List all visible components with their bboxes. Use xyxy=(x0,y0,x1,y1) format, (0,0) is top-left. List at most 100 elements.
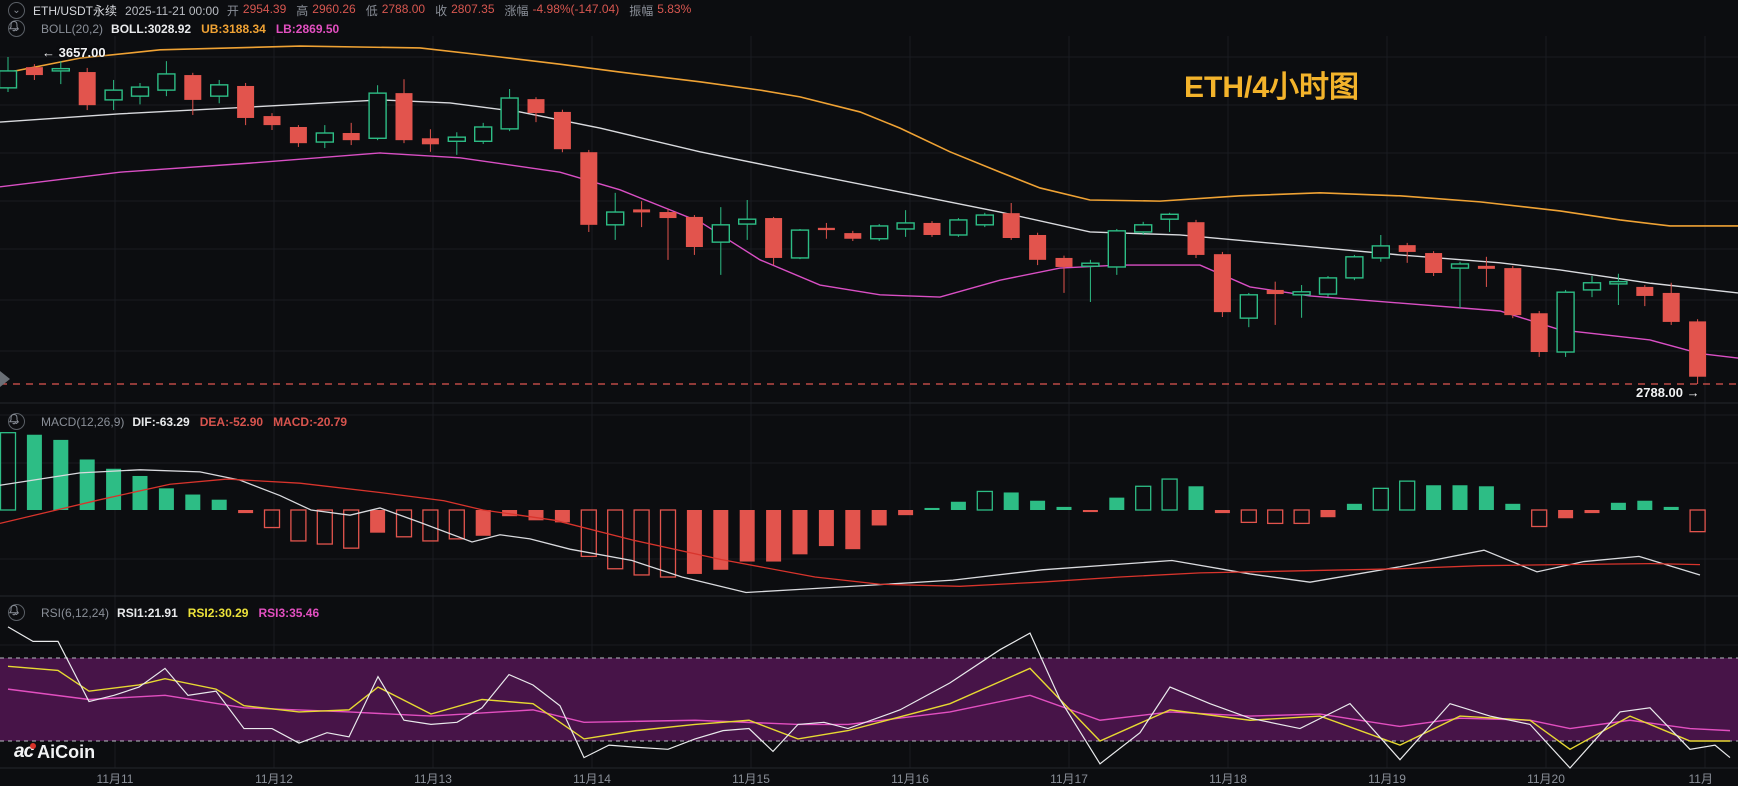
candle[interactable] xyxy=(817,222,835,239)
macd-histogram-bar[interactable] xyxy=(422,509,439,542)
candle[interactable] xyxy=(237,82,255,126)
candle[interactable] xyxy=(51,61,70,85)
candle[interactable] xyxy=(78,67,96,111)
macd-histogram-bar[interactable] xyxy=(53,439,69,510)
macd-histogram-bar[interactable] xyxy=(950,501,966,510)
macd-histogram-bar[interactable] xyxy=(1267,509,1284,525)
candle[interactable] xyxy=(1002,203,1020,240)
candle[interactable] xyxy=(606,192,625,240)
candle[interactable] xyxy=(130,82,150,105)
macd-histogram-bar[interactable] xyxy=(1320,510,1336,518)
macd-histogram-bar[interactable] xyxy=(1478,486,1494,510)
candle[interactable] xyxy=(870,224,889,242)
macd-histogram-bar[interactable] xyxy=(898,510,914,516)
macd-histogram-bar[interactable] xyxy=(1135,485,1152,511)
candle[interactable] xyxy=(1582,276,1602,298)
macd-histogram-bar[interactable] xyxy=(1240,509,1257,524)
macd-histogram-bar[interactable] xyxy=(1663,506,1679,510)
macd-histogram-bar[interactable] xyxy=(1082,510,1098,513)
candle[interactable] xyxy=(527,97,545,123)
candle[interactable] xyxy=(157,61,176,97)
collapse-chevron-icon[interactable]: ⌄ xyxy=(8,604,25,621)
macd-histogram-bar[interactable] xyxy=(607,509,624,570)
candle[interactable] xyxy=(1213,251,1231,318)
candle[interactable] xyxy=(1160,212,1179,232)
macd-histogram-bar[interactable] xyxy=(871,510,887,526)
macd-histogram-bar[interactable] xyxy=(766,510,782,562)
macd-histogram-bar[interactable] xyxy=(158,488,174,510)
candle[interactable] xyxy=(1029,232,1047,266)
candle[interactable] xyxy=(289,125,307,147)
candle[interactable] xyxy=(421,129,439,152)
macd-histogram-bar[interactable] xyxy=(792,510,808,555)
macd-histogram-bar[interactable] xyxy=(1293,509,1310,525)
macd-histogram-bar[interactable] xyxy=(976,490,993,511)
candle[interactable] xyxy=(685,215,703,255)
candle[interactable] xyxy=(1266,281,1284,325)
candle[interactable] xyxy=(184,72,202,115)
candle[interactable] xyxy=(1662,282,1680,325)
macd-histogram-bar[interactable] xyxy=(1426,485,1442,510)
candle[interactable] xyxy=(844,230,862,242)
macd-histogram-bar[interactable] xyxy=(1505,503,1521,510)
boll-name[interactable]: BOLL(20,2) xyxy=(41,21,104,36)
candle[interactable] xyxy=(1055,255,1073,293)
candle[interactable] xyxy=(1530,310,1548,357)
macd-histogram-bar[interactable] xyxy=(739,510,755,562)
macd-histogram-bar[interactable] xyxy=(1584,510,1600,514)
macd-histogram-bar[interactable] xyxy=(818,510,834,547)
macd-histogram-bar[interactable] xyxy=(185,494,201,510)
macd-histogram-bar[interactable] xyxy=(263,509,281,529)
collapse-chevron-icon[interactable]: ⌄ xyxy=(8,413,25,430)
symbol-label[interactable]: ETH/USDT永续 xyxy=(33,4,118,18)
macd-histogram-bar[interactable] xyxy=(1056,506,1072,510)
candle[interactable] xyxy=(580,149,598,232)
macd-histogram-bar[interactable] xyxy=(0,432,17,511)
candle[interactable] xyxy=(1425,251,1443,277)
candle[interactable] xyxy=(949,218,968,237)
candle[interactable] xyxy=(104,79,123,111)
macd-histogram-bar[interactable] xyxy=(132,475,148,510)
candle[interactable] xyxy=(1133,221,1153,235)
macd-histogram-bar[interactable] xyxy=(1161,478,1178,511)
candle[interactable] xyxy=(923,221,941,237)
candle[interactable] xyxy=(474,122,493,144)
rsi-name[interactable]: RSI(6,12,24) xyxy=(41,605,110,620)
candle[interactable] xyxy=(1504,265,1522,319)
candle[interactable] xyxy=(975,212,994,228)
macd-histogram-bar[interactable] xyxy=(554,510,570,523)
candle[interactable] xyxy=(1556,289,1575,357)
macd-histogram-bar[interactable] xyxy=(211,499,227,510)
candle[interactable] xyxy=(500,88,519,132)
macd-histogram-bar[interactable] xyxy=(713,510,729,570)
pane-resize-handle[interactable] xyxy=(0,371,10,387)
candle[interactable] xyxy=(1318,276,1338,297)
macd-histogram-bar[interactable] xyxy=(633,509,650,576)
candle[interactable] xyxy=(209,79,229,104)
candle[interactable] xyxy=(790,228,810,260)
candle[interactable] xyxy=(659,209,677,260)
candle[interactable] xyxy=(1187,219,1205,258)
macd-histogram-bar[interactable] xyxy=(1372,487,1389,511)
candle[interactable] xyxy=(1689,319,1707,384)
macd-histogram-bar[interactable] xyxy=(1452,485,1468,510)
macd-histogram-bar[interactable] xyxy=(502,510,518,517)
macd-histogram-bar[interactable] xyxy=(475,510,491,536)
macd-histogram-bar[interactable] xyxy=(845,510,861,550)
candle[interactable] xyxy=(1398,242,1416,263)
macd-histogram-bar[interactable] xyxy=(1214,510,1230,514)
candle[interactable] xyxy=(1239,292,1259,328)
candle[interactable] xyxy=(447,132,466,155)
candle[interactable] xyxy=(711,207,730,275)
candle[interactable] xyxy=(1450,261,1470,308)
candle[interactable] xyxy=(633,201,651,228)
candle[interactable] xyxy=(1636,285,1654,307)
macd-histogram-bar[interactable] xyxy=(238,510,254,514)
candle[interactable] xyxy=(263,113,281,131)
macd-histogram-bar[interactable] xyxy=(395,509,413,538)
macd-histogram-bar[interactable] xyxy=(106,468,122,510)
macd-histogram-bar[interactable] xyxy=(924,507,940,510)
macd-histogram-bar[interactable] xyxy=(26,434,42,510)
macd-histogram-bar[interactable] xyxy=(1610,502,1626,510)
macd-histogram-bar[interactable] xyxy=(659,509,677,578)
